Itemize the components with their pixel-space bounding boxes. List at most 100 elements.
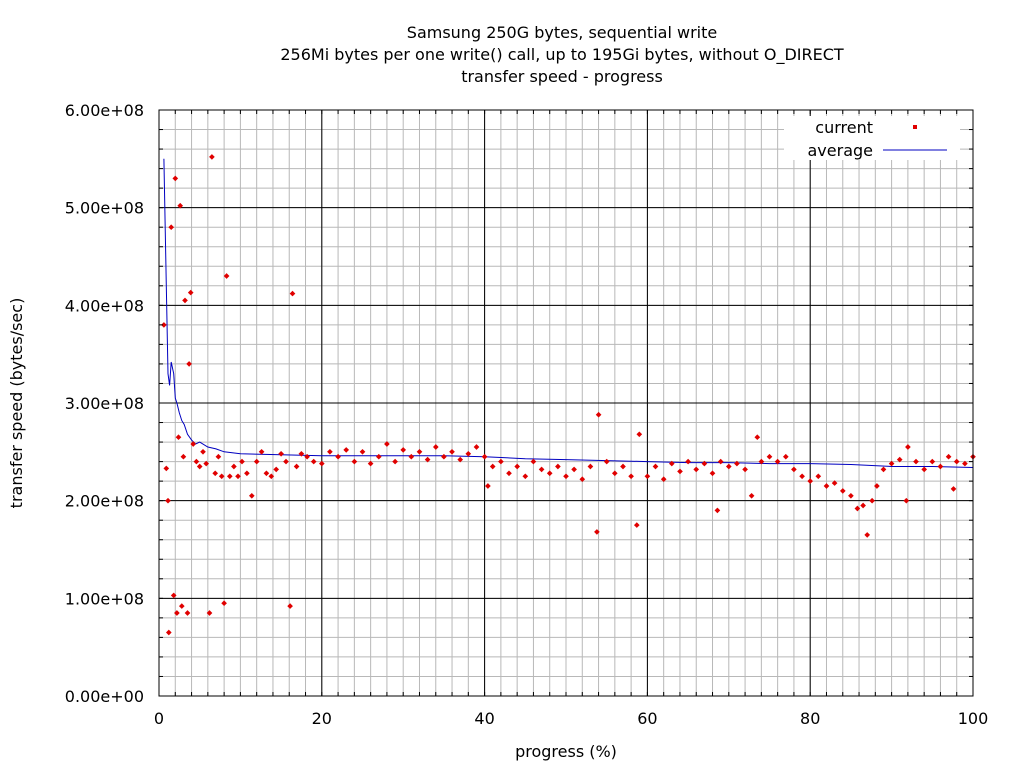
current-point	[636, 431, 643, 438]
current-point	[304, 453, 310, 460]
current-point	[685, 458, 691, 465]
current-point	[408, 453, 415, 460]
current-point	[563, 473, 569, 480]
current-point	[432, 444, 439, 450]
current-point	[193, 458, 200, 465]
current-point	[335, 453, 341, 460]
current-point	[498, 458, 504, 465]
x-tick-label: 0	[154, 709, 164, 728]
current-point	[628, 473, 634, 480]
current-point	[903, 497, 910, 504]
current-point	[226, 473, 233, 480]
x-tick-label: 80	[800, 709, 820, 728]
current-point	[913, 458, 919, 465]
current-point	[175, 434, 182, 441]
current-point	[392, 458, 398, 465]
current-point	[693, 466, 700, 473]
current-point	[384, 441, 390, 447]
current-point	[231, 463, 237, 470]
current-point	[652, 463, 659, 470]
current-point	[263, 470, 270, 477]
current-point	[223, 273, 230, 279]
current-point	[351, 458, 358, 465]
current-point	[161, 322, 167, 328]
y-axis-label: transfer speed (bytes/sec)	[7, 298, 26, 509]
legend-swatch-current	[913, 125, 917, 129]
average-series	[163, 158, 974, 468]
current-point	[359, 448, 366, 455]
current-point	[579, 476, 586, 483]
current-point	[717, 458, 724, 465]
current-point	[190, 441, 197, 447]
current-point	[945, 453, 952, 460]
current-point	[644, 473, 651, 480]
current-point	[221, 600, 227, 607]
current-point	[888, 460, 895, 467]
current-point	[950, 486, 957, 492]
y-tick-label: 6.00e+08	[65, 101, 144, 120]
current-point	[203, 460, 210, 467]
current-point	[620, 463, 626, 470]
y-tick-label: 0.00e+00	[65, 687, 144, 706]
current-point	[165, 629, 172, 636]
current-point	[962, 460, 968, 467]
current-point	[758, 458, 765, 465]
y-tick-label: 5.00e+08	[65, 199, 144, 218]
current-point	[734, 460, 740, 467]
chart-title-line-1: Samsung 250G bytes, sequential write	[407, 23, 717, 42]
average-line	[163, 158, 974, 468]
current-point	[174, 610, 180, 616]
current-point	[896, 456, 903, 463]
current-point	[481, 453, 488, 460]
current-point	[367, 460, 374, 467]
current-point	[791, 466, 797, 473]
current-point	[660, 476, 667, 483]
current-point	[215, 453, 222, 460]
current-point	[178, 603, 185, 609]
current-point	[815, 473, 822, 480]
current-point	[187, 289, 194, 296]
current-point	[200, 448, 206, 455]
current-point	[184, 610, 191, 616]
current-point	[874, 483, 880, 489]
current-point	[441, 453, 447, 460]
current-point	[538, 466, 545, 473]
current-point	[742, 466, 748, 473]
legend: current average	[784, 116, 960, 160]
current-point	[514, 463, 521, 470]
current-point	[457, 456, 464, 463]
current-point	[522, 473, 529, 480]
current-point	[473, 444, 480, 450]
current-point	[248, 492, 255, 499]
current-point	[571, 466, 577, 473]
current-point	[165, 497, 171, 504]
current-point	[929, 458, 936, 465]
current-point	[799, 473, 805, 480]
current-point	[530, 458, 537, 465]
x-tick-label: 100	[958, 709, 989, 728]
current-point	[273, 466, 280, 473]
current-point	[182, 297, 188, 304]
current-point	[848, 492, 854, 499]
chart-title-line-2: 256Mi bytes per one write() call, up to …	[280, 45, 844, 65]
current-point	[587, 463, 594, 470]
x-axis-ticks: 0 20 40 60 80 100	[154, 110, 988, 728]
current-point	[546, 470, 553, 477]
current-point	[633, 522, 640, 528]
x-axis-label: progress (%)	[515, 742, 617, 761]
current-point	[168, 224, 175, 231]
current-point	[244, 470, 250, 477]
current-point	[714, 507, 721, 514]
current-point	[485, 483, 491, 489]
current-point	[603, 458, 610, 465]
current-point	[239, 458, 245, 465]
current-point	[209, 154, 215, 160]
current-point	[253, 458, 260, 465]
current-point	[555, 463, 561, 470]
current-point	[186, 361, 192, 367]
current-point	[235, 473, 241, 480]
current-point	[782, 453, 789, 460]
current-point	[287, 603, 293, 609]
